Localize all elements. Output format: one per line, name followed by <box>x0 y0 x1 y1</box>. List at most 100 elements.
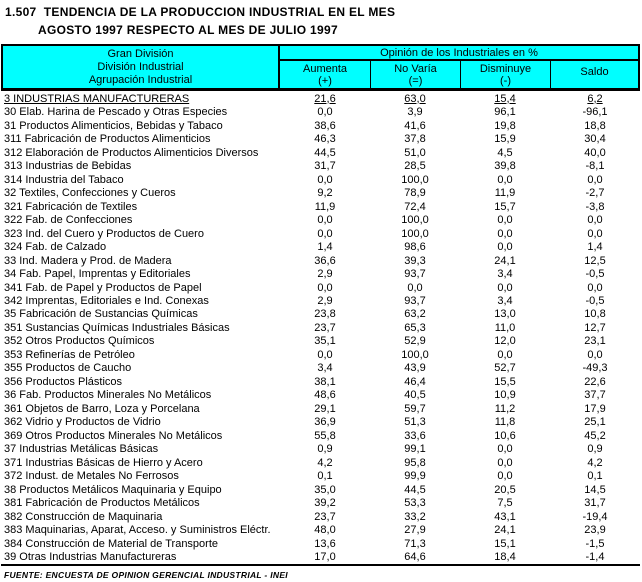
row-value-text: -0,5 <box>585 268 605 281</box>
row-label: 353 Refinerías de Petróleo <box>1 349 280 361</box>
table-row: 39 Otras Industrias Manufactureras 17,0 64… <box>1 550 640 563</box>
row-value-no_varia: 39,3 <box>370 255 460 267</box>
row-value-text: 51,0 <box>404 146 426 159</box>
row-value-text: 23,8 <box>314 308 336 321</box>
row-value-aumenta: 3,4 <box>280 362 370 374</box>
row-value-text: 0,0 <box>497 348 513 361</box>
row-value-text: 100,0 <box>401 348 429 361</box>
row-value-saldo: 14,5 <box>550 484 640 496</box>
row-value-text: 10,6 <box>494 429 516 442</box>
row-value-aumenta: 38,6 <box>280 120 370 132</box>
row-value-no_varia: 93,7 <box>370 295 460 307</box>
row-value-text: 4,2 <box>317 456 333 469</box>
table-row: 322 Fab. de Confecciones 0,0 100,0 0,0 0,0 <box>1 213 640 226</box>
row-value-text: 15,9 <box>494 133 516 146</box>
row-value-aumenta: 11,9 <box>280 201 370 213</box>
row-value-no_varia: 99,9 <box>370 470 460 482</box>
table-row: 33 Ind. Madera y Prod. de Madera 36,6 39,3… <box>1 254 640 267</box>
row-value-text: 31,7 <box>314 160 336 173</box>
row-value-text: 40,0 <box>584 146 606 159</box>
row-value-text: 1,4 <box>587 241 603 254</box>
row-value-saldo: -0,5 <box>550 268 640 280</box>
row-value-saldo: 18,8 <box>550 120 640 132</box>
row-value-disminuye: 15,4 <box>460 93 550 105</box>
row-value-disminuye: 11,9 <box>460 187 550 199</box>
row-label: 36 Fab. Productos Minerales No Metálicos <box>1 389 280 401</box>
row-value-text: -49,3 <box>582 362 608 375</box>
row-value-text: 95,8 <box>404 456 426 469</box>
row-value-text: 19,8 <box>494 119 516 132</box>
row-value-text: 63,2 <box>404 308 426 321</box>
row-value-text: -2,7 <box>585 187 605 200</box>
row-value-aumenta: 0,0 <box>280 349 370 361</box>
row-value-saldo: 25,1 <box>550 416 640 428</box>
row-value-text: 0,0 <box>587 214 603 227</box>
row-value-text: 72,4 <box>404 200 426 213</box>
row-value-saldo: 45,2 <box>550 430 640 442</box>
row-value-text: -1,4 <box>585 551 605 564</box>
table-header: Gran División División Industrial Agrupa… <box>1 44 640 91</box>
row-label-text: 361 Objetos de Barro, Loza y Porcelana <box>4 402 200 415</box>
row-value-no_varia: 33,6 <box>370 430 460 442</box>
row-value-saldo: -49,3 <box>550 362 640 374</box>
row-value-text: 46,4 <box>404 375 426 388</box>
row-value-no_varia: 59,7 <box>370 403 460 415</box>
row-value-text: 0,0 <box>317 214 333 227</box>
row-value-aumenta: 2,9 <box>280 295 370 307</box>
row-value-saldo: -1,5 <box>550 538 640 550</box>
row-value-text: 35,0 <box>314 483 336 496</box>
row-value-text: 6,2 <box>587 92 603 105</box>
row-value-text: -96,1 <box>582 106 608 119</box>
row-value-saldo: -8,1 <box>550 160 640 172</box>
row-label-text: 32 Textiles, Confecciones y Cueros <box>4 187 176 200</box>
row-label-text: 384 Construcción de Material de Transpor… <box>4 537 219 550</box>
row-value-disminuye: 11,2 <box>460 403 550 415</box>
row-value-text: 0,0 <box>497 443 513 456</box>
row-value-no_varia: 41,6 <box>370 120 460 132</box>
row-value-no_varia: 100,0 <box>370 228 460 240</box>
table-row: 371 Industrias Básicas de Hierro y Acero… <box>1 456 640 469</box>
industrial-trend-table: Gran División División Industrial Agrupa… <box>1 44 640 564</box>
row-label-text: 39 Otras Industrias Manufactureras <box>4 551 177 564</box>
row-value-no_varia: 27,9 <box>370 524 460 536</box>
row-label: 355 Productos de Caucho <box>1 362 280 374</box>
table-row: 369 Otros Productos Minerales No Metálic… <box>1 429 640 442</box>
row-label-text: 353 Refinerías de Petróleo <box>4 348 135 361</box>
row-label-text: 362 Vidrio y Productos de Vidrio <box>4 416 161 429</box>
row-value-text: 0,0 <box>317 227 333 240</box>
row-value-saldo: 23,9 <box>550 524 640 536</box>
row-value-text: 3,4 <box>497 268 513 281</box>
row-value-no_varia: 100,0 <box>370 214 460 226</box>
row-label: 372 Indust. de Metales No Ferrosos <box>1 470 280 482</box>
row-label-text: 312 Elaboración de Productos Alimenticio… <box>4 146 259 159</box>
table-row: 324 Fab. de Calzado 1,4 98,6 0,0 1,4 <box>1 240 640 253</box>
row-label-text: 321 Fabricación de Textiles <box>4 200 138 213</box>
row-value-text: 39,8 <box>494 160 516 173</box>
header-gran-division: Gran División <box>107 47 174 60</box>
row-value-text: 17,9 <box>584 402 606 415</box>
row-value-text: 0,0 <box>587 281 603 294</box>
row-value-text: 3,9 <box>407 106 423 119</box>
row-value-saldo: 0,0 <box>550 214 640 226</box>
row-label-text: 31 Productos Alimenticios, Bebidas y Tab… <box>4 119 223 132</box>
row-value-disminuye: 11,8 <box>460 416 550 428</box>
table-row: 362 Vidrio y Productos de Vidrio 36,9 51,3… <box>1 416 640 429</box>
header-col-disminuye: Disminuye (-) <box>460 61 550 88</box>
row-label-text: 34 Fab. Papel, Imprentas y Editoriales <box>4 268 191 281</box>
row-value-text: 10,9 <box>494 389 516 402</box>
table-row: 384 Construcción de Material de Transpor… <box>1 537 640 550</box>
row-value-disminuye: 43,1 <box>460 511 550 523</box>
row-value-text: 2,9 <box>317 295 333 307</box>
row-value-disminuye: 0,0 <box>460 174 550 186</box>
row-label: 342 Imprentas, Editoriales e Ind. Conexa… <box>1 295 280 307</box>
row-value-text: 15,1 <box>494 537 516 550</box>
header-col-no-varia: No Varía (=) <box>370 61 460 88</box>
row-value-text: 36,6 <box>314 254 336 267</box>
row-value-text: 0,0 <box>587 173 603 186</box>
row-value-disminuye: 18,4 <box>460 551 550 563</box>
row-label: 3 INDUSTRIAS MANUFACTURERAS <box>1 93 280 105</box>
row-value-aumenta: 31,7 <box>280 160 370 172</box>
table-body: 3 INDUSTRIAS MANUFACTURERAS 21,6 63,0 15,4 6… <box>1 91 640 564</box>
row-label-text: 371 Industrias Básicas de Hierro y Acero <box>4 456 203 469</box>
row-label: 31 Productos Alimenticios, Bebidas y Tab… <box>1 120 280 132</box>
